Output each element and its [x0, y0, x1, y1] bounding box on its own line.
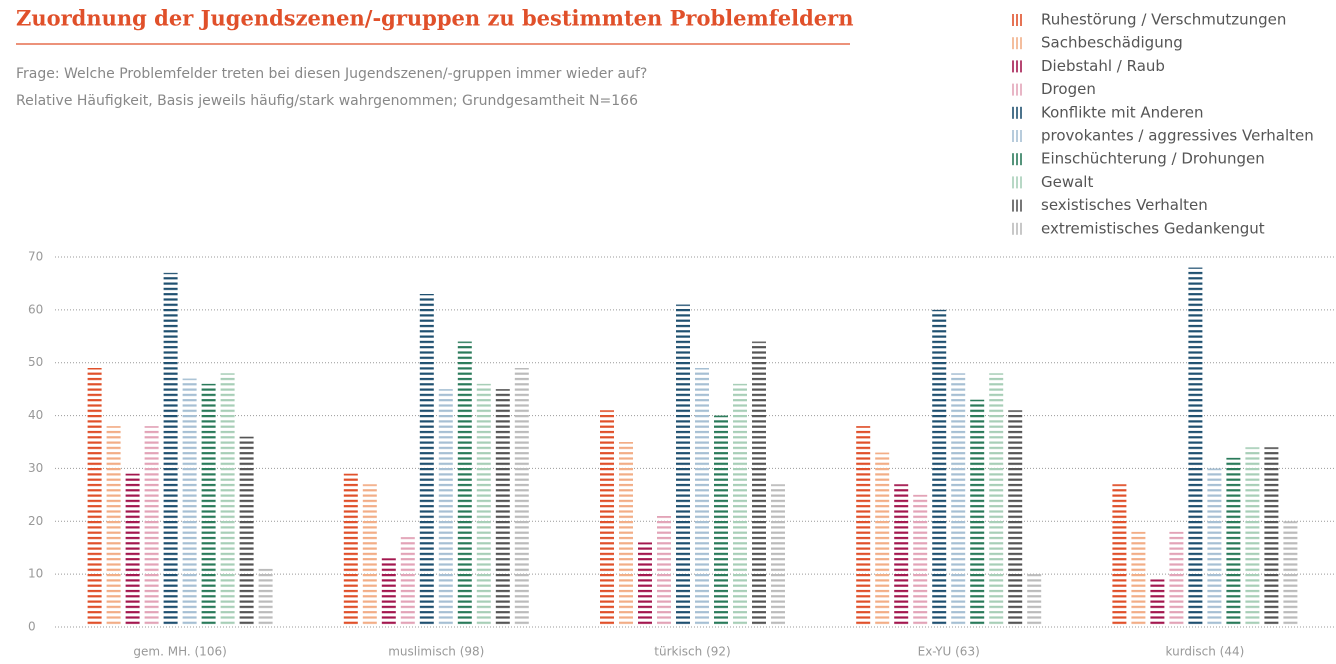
bar — [1169, 531, 1184, 627]
bar — [125, 473, 140, 627]
bar — [894, 484, 909, 627]
bar — [201, 383, 216, 627]
legend-label: sexistisches Verhalten — [1041, 196, 1208, 214]
bar — [220, 373, 235, 627]
bar — [476, 383, 491, 627]
x-tick-label: muslimisch (98) — [388, 645, 484, 659]
bar — [87, 368, 102, 627]
y-tick-label: 20 — [28, 514, 43, 528]
bar — [932, 309, 947, 627]
bar — [495, 389, 510, 627]
bar — [381, 558, 396, 627]
bar — [1008, 410, 1023, 627]
bar — [144, 426, 159, 627]
x-tick-label: Ex-YU (63) — [918, 645, 980, 659]
bar — [419, 294, 434, 627]
bar — [771, 484, 785, 627]
y-tick-label: 0 — [28, 620, 36, 634]
bar — [676, 304, 690, 627]
legend-label: Einschüchterung / Drohungen — [1041, 150, 1265, 168]
bar — [600, 410, 614, 627]
y-tick-label: 60 — [28, 302, 43, 316]
bar — [875, 452, 890, 627]
bar — [989, 373, 1004, 627]
legend-label: extremistisches Gedankengut — [1041, 219, 1265, 237]
bar — [362, 484, 377, 627]
y-tick-label: 30 — [28, 461, 43, 475]
x-tick-label: kurdisch (44) — [1166, 645, 1245, 659]
bar — [343, 473, 358, 627]
bar — [1188, 267, 1203, 627]
bar — [400, 537, 415, 627]
bar — [258, 568, 273, 627]
y-tick-label: 40 — [28, 408, 43, 422]
legend-label: Gewalt — [1041, 173, 1093, 191]
bar — [1131, 531, 1146, 627]
bar — [1150, 579, 1165, 627]
bar — [1283, 521, 1298, 627]
bar — [970, 399, 985, 627]
legend-label: Drogen — [1041, 80, 1096, 98]
legend-label: provokantes / aggressives Verhalten — [1041, 127, 1314, 145]
chart-title: Zuordnung der Jugendszenen/-gruppen zu b… — [16, 6, 853, 31]
bar — [1245, 447, 1260, 627]
bar — [106, 426, 121, 627]
legend-label: Ruhestörung / Verschmutzungen — [1041, 11, 1286, 29]
legend-label: Konflikte mit Anderen — [1041, 103, 1203, 121]
y-tick-label: 50 — [28, 355, 43, 369]
bar — [1027, 574, 1042, 627]
bar — [1264, 447, 1279, 627]
bar — [714, 415, 728, 627]
bar — [163, 272, 178, 627]
bar — [856, 426, 871, 627]
bar — [438, 389, 453, 627]
y-tick-label: 10 — [28, 567, 43, 581]
bar — [1112, 484, 1127, 627]
bar — [457, 341, 472, 627]
bar — [239, 436, 254, 627]
bar — [619, 442, 633, 627]
bar — [182, 378, 197, 627]
bar — [752, 341, 766, 627]
legend-label: Diebstahl / Raub — [1041, 57, 1165, 75]
bar — [733, 383, 747, 627]
bar — [657, 516, 671, 627]
bar — [913, 494, 928, 627]
x-tick-label: türkisch (92) — [654, 645, 730, 659]
subtitle: Frage: Welche Problemfelder treten bei d… — [16, 66, 647, 82]
bar — [695, 368, 709, 627]
y-tick-label: 70 — [28, 250, 43, 264]
bar — [638, 542, 652, 627]
bar — [514, 368, 529, 627]
bar — [1207, 468, 1222, 627]
legend-label: Sachbeschädigung — [1041, 34, 1183, 52]
x-tick-label: gem. MH. (106) — [133, 645, 226, 659]
bar — [951, 373, 966, 627]
bar — [1226, 457, 1241, 627]
subtitle: Relative Häufigkeit, Basis jeweils häufi… — [16, 93, 638, 109]
